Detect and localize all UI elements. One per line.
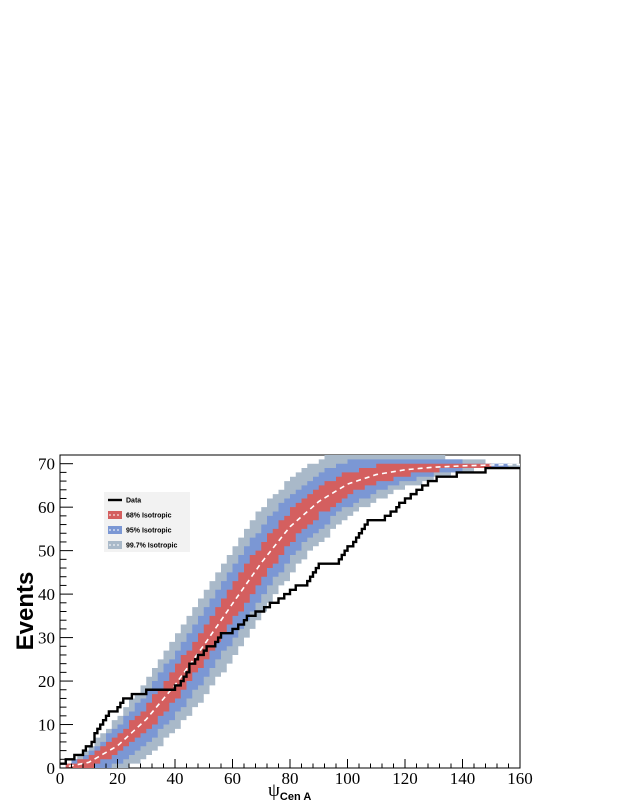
x-tick-label: 40 [167,769,184,788]
band-68 [60,463,520,768]
isotropic-mean-line [60,463,520,768]
data-step-line [60,466,520,765]
x-tick-label: 140 [450,769,476,788]
x-tick-label: 160 [507,769,533,788]
legend-label: Data [126,498,141,505]
legend-label: 99.7% Isotropic [126,543,177,550]
y-axis-title: Events [12,572,39,651]
axes: 0 20 40 60 80 100 120 140 160 0 10 20 30 40 50 60 70 [38,454,533,788]
x-tick-label: 100 [335,769,361,788]
y-tick-label: 30 [38,629,55,648]
data-lines [60,463,520,768]
x-tick-label: 60 [224,769,241,788]
y-tick-label: 50 [38,542,55,561]
x-axis-title-symbol: ψ [268,780,280,801]
x-tick-label: 20 [109,769,126,788]
legend: Data 68% Isotropic 95% Isotropic 99.7% Isot… [104,492,190,552]
x-tick-label: 120 [392,769,418,788]
legend-label: 95% Isotropic [126,528,172,535]
x-tick-label: 80 [282,769,299,788]
y-tick-label: 60 [38,498,55,517]
x-tick-label: 0 [56,769,65,788]
legend-label: 68% Isotropic [126,513,172,520]
y-tick-label: 20 [38,672,55,691]
y-tick-label: 70 [38,455,55,474]
x-axis-title-subscript: Cen A [280,791,311,803]
x-axis-title: ψCen A [268,780,311,803]
y-tick-label: 40 [38,585,55,604]
y-tick-label: 0 [47,759,56,778]
y-tick-label: 10 [38,716,55,735]
